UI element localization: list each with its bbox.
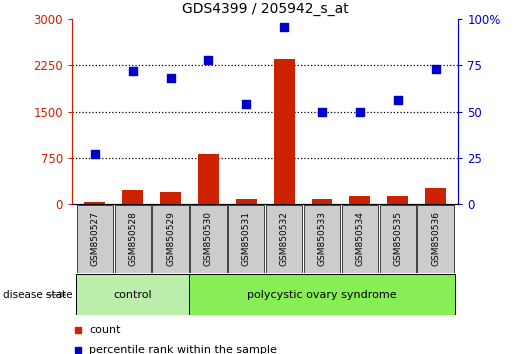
Bar bbox=[190, 205, 227, 273]
Point bbox=[432, 66, 440, 72]
Text: GSM850527: GSM850527 bbox=[90, 211, 99, 267]
Text: polycystic ovary syndrome: polycystic ovary syndrome bbox=[247, 290, 397, 300]
Point bbox=[393, 98, 402, 103]
Text: GSM850532: GSM850532 bbox=[280, 211, 289, 267]
Text: GSM850535: GSM850535 bbox=[393, 211, 402, 267]
Point bbox=[166, 75, 175, 81]
Bar bbox=[84, 202, 105, 204]
Text: GSM850528: GSM850528 bbox=[128, 211, 137, 267]
Bar bbox=[114, 205, 151, 273]
Bar bbox=[274, 59, 295, 204]
Title: GDS4399 / 205942_s_at: GDS4399 / 205942_s_at bbox=[182, 2, 349, 16]
Bar bbox=[312, 199, 333, 204]
Bar bbox=[387, 195, 408, 204]
Bar bbox=[418, 205, 454, 273]
Text: disease state: disease state bbox=[3, 290, 72, 300]
Bar bbox=[350, 195, 370, 204]
Text: GSM850533: GSM850533 bbox=[318, 211, 327, 267]
Bar bbox=[425, 188, 446, 204]
Point bbox=[280, 24, 288, 30]
Bar bbox=[198, 154, 219, 204]
Text: GSM850530: GSM850530 bbox=[204, 211, 213, 267]
Text: count: count bbox=[90, 325, 121, 335]
Bar bbox=[152, 205, 188, 273]
Bar bbox=[77, 205, 113, 273]
Text: GSM850536: GSM850536 bbox=[431, 211, 440, 267]
Bar bbox=[76, 274, 190, 315]
Bar bbox=[236, 199, 256, 204]
Bar bbox=[122, 190, 143, 204]
Bar bbox=[266, 205, 302, 273]
Bar bbox=[304, 205, 340, 273]
Bar bbox=[160, 192, 181, 204]
Point bbox=[318, 109, 326, 114]
Bar bbox=[228, 205, 265, 273]
Point bbox=[204, 57, 213, 63]
Point bbox=[242, 101, 250, 107]
Point bbox=[356, 109, 364, 114]
Point bbox=[91, 151, 99, 157]
Text: control: control bbox=[113, 290, 152, 300]
Point bbox=[129, 68, 137, 74]
Bar bbox=[190, 274, 455, 315]
Bar bbox=[342, 205, 378, 273]
Text: percentile rank within the sample: percentile rank within the sample bbox=[90, 345, 278, 354]
Text: GSM850529: GSM850529 bbox=[166, 211, 175, 267]
Text: GSM850534: GSM850534 bbox=[355, 211, 365, 267]
Text: GSM850531: GSM850531 bbox=[242, 211, 251, 267]
Bar bbox=[380, 205, 416, 273]
